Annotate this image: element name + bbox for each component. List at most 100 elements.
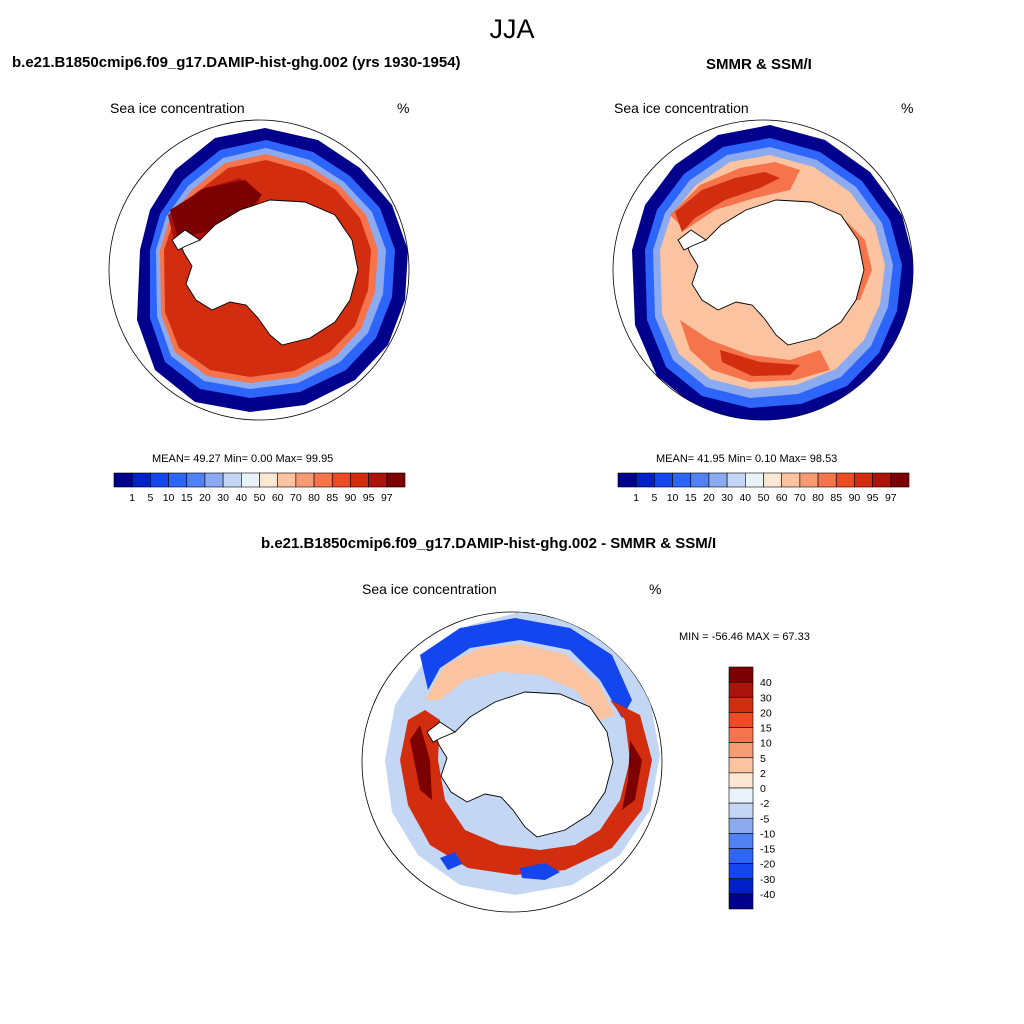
colorbar-tick-label: 2	[760, 768, 766, 780]
colorbar-swatch	[728, 817, 754, 834]
panel2-units-label: %	[901, 100, 914, 116]
colorbar-swatch	[350, 472, 369, 488]
colorbar-swatch	[728, 727, 754, 743]
colorbar-swatch	[728, 681, 754, 698]
colorbar-swatch	[728, 666, 754, 683]
panel3-antarctica	[434, 691, 614, 838]
colorbar-tick-label: -10	[760, 828, 775, 840]
colorbar-tick-label: 80	[308, 492, 320, 504]
colorbar-tick-label: 97	[885, 492, 897, 504]
colorbar-tick-label: 20	[760, 707, 772, 719]
panel3-diff-red-left	[400, 700, 652, 875]
colorbar-tick-label: 60	[776, 492, 788, 504]
colorbar-swatch	[635, 472, 655, 488]
colorbar-tick-label: 95	[867, 492, 879, 504]
colorbar-swatch	[890, 472, 910, 488]
colorbar-swatch	[131, 472, 151, 488]
colorbar-tick-label: 95	[363, 492, 375, 504]
panel1-heading: b.e21.B1850cmip6.f09_g17.DAMIP-hist-ghg.…	[12, 54, 461, 71]
colorbar-swatch	[854, 472, 873, 488]
colorbar-tick-label: 0	[760, 783, 766, 795]
figure-title: JJA	[489, 14, 535, 44]
colorbar-tick-label: -30	[760, 874, 775, 886]
colorbar-swatch	[295, 472, 315, 488]
colorbar-swatch	[728, 848, 754, 864]
colorbar-tick-label: 70	[290, 492, 302, 504]
colorbar-tick-label: 1	[129, 492, 135, 504]
colorbar-swatch	[728, 696, 754, 713]
panel1-ice-red4	[170, 180, 262, 238]
colorbar-swatch	[728, 833, 754, 849]
colorbar-swatch	[763, 472, 782, 488]
panel1-units-label: %	[397, 100, 410, 116]
colorbar-swatch	[241, 472, 260, 488]
colorbar-tick-label: 30	[760, 692, 772, 704]
colorbar-tick-label: -40	[760, 889, 775, 901]
colorbar-tick-label: 30	[721, 492, 733, 504]
colorbar-swatch	[708, 472, 728, 488]
panel2-variable-label: Sea ice concentration	[614, 100, 749, 116]
colorbar-tick-label: 97	[381, 492, 393, 504]
colorbar-tick-label: 5	[147, 492, 153, 504]
panel3-diff-blue-ring-top	[420, 618, 632, 718]
panel1-peninsula	[171, 229, 201, 251]
colorbar-tick-label: 10	[667, 492, 679, 504]
colorbar-swatch	[150, 472, 169, 488]
panel2-antarctica	[685, 199, 865, 346]
colorbar-swatch	[386, 472, 406, 488]
colorbar-swatch	[222, 472, 242, 488]
colorbar-swatch	[368, 472, 388, 488]
colorbar-tick-label: 10	[163, 492, 175, 504]
panel3-map	[361, 611, 663, 913]
colorbar-swatch	[799, 472, 819, 488]
colorbar-swatch	[728, 757, 754, 774]
panel3-variable-label: Sea ice concentration	[362, 581, 497, 597]
colorbar-swatch	[728, 772, 754, 789]
colorbar-tick-label: 15	[181, 492, 193, 504]
panel3-diff-peach-top	[425, 644, 615, 720]
panel2-stats: MEAN= 41.95 Min= 0.10 Max= 98.53	[656, 453, 838, 465]
colorbar-swatch	[728, 742, 754, 759]
colorbar-tick-label: 70	[794, 492, 806, 504]
colorbar-tick-label: 20	[199, 492, 211, 504]
colorbar-tick-label: -5	[760, 813, 769, 825]
panel1-variable-label: Sea ice concentration	[110, 100, 245, 116]
panel3-diff-blue-patch	[440, 852, 560, 880]
colorbar-swatch	[259, 472, 278, 488]
panel3-heading: b.e21.B1850cmip6.f09_g17.DAMIP-hist-ghg.…	[261, 535, 717, 552]
colorbar-swatch	[186, 472, 206, 488]
colorbar-tick-label: 50	[254, 492, 266, 504]
colorbar-swatch	[168, 472, 188, 488]
colorbar-swatch	[672, 472, 692, 488]
colorbar-tick-label: 5	[651, 492, 657, 504]
colorbar-tick-label: 40	[235, 492, 247, 504]
panel1-stats: MEAN= 49.27 Min= 0.00 Max= 99.95	[152, 453, 334, 465]
colorbar-swatch	[745, 472, 764, 488]
colorbar-swatch	[728, 878, 754, 895]
colorbar-tick-label: 80	[812, 492, 824, 504]
colorbar-tick-label: 40	[760, 677, 772, 689]
colorbar-swatch	[728, 802, 754, 819]
panel2-peninsula	[677, 229, 707, 251]
panel2-heading: SMMR & SSM/I	[706, 56, 812, 73]
colorbar-tick-label: -2	[760, 798, 769, 810]
colorbar-tick-label: 85	[326, 492, 338, 504]
colorbar-swatch	[654, 472, 673, 488]
panel3-peninsula	[426, 721, 456, 743]
colorbar-tick-label: 5	[760, 753, 766, 765]
panel1-antarctica	[179, 199, 359, 346]
colorbar-tick-label: 30	[217, 492, 229, 504]
colorbar-tick-label: 85	[830, 492, 842, 504]
colorbar-tick-label: 50	[758, 492, 770, 504]
colorbar-swatch	[313, 472, 333, 488]
colorbar-swatch	[204, 472, 224, 488]
panel1-map	[108, 119, 410, 421]
colorbar-swatch	[728, 787, 754, 804]
colorbar-swatch	[781, 472, 801, 488]
colorbar-swatch	[331, 472, 351, 488]
colorbar-swatch	[277, 472, 297, 488]
panel3-stats: MIN = -56.46 MAX = 67.33	[679, 631, 810, 643]
colorbar-swatch	[113, 472, 133, 488]
